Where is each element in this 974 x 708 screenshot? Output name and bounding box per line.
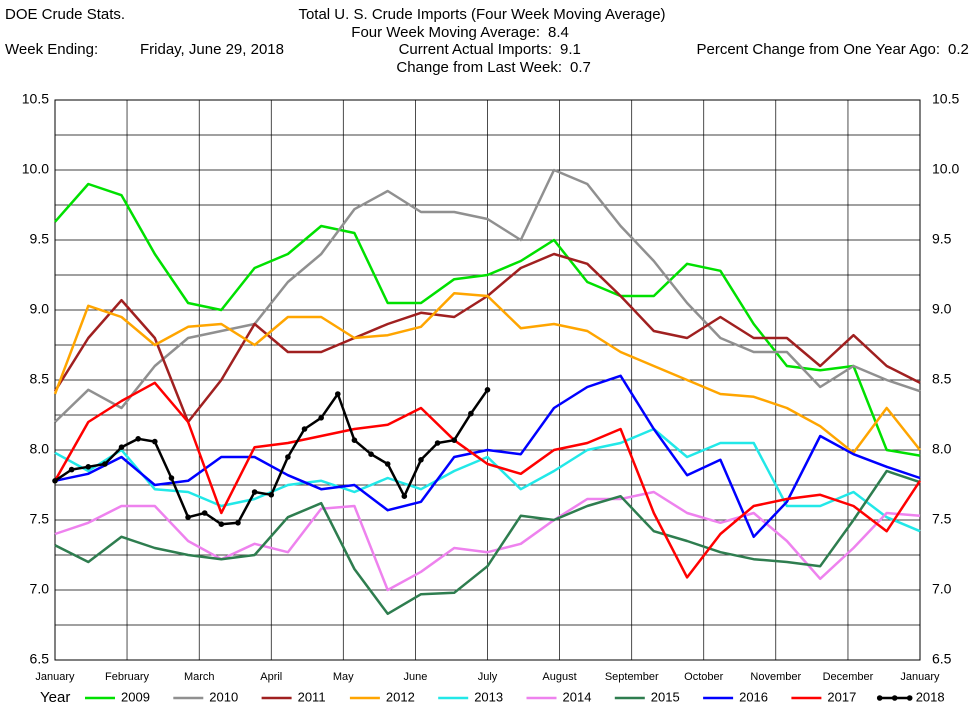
legend-label: 2018: [916, 689, 945, 704]
point: [68, 466, 75, 473]
x-tick-label: September: [605, 671, 659, 683]
legend-label: 2012: [386, 689, 415, 704]
y-tick-label: 10.5: [22, 91, 49, 107]
legend-label: 2009: [121, 689, 150, 704]
legend-label: 2010: [209, 689, 238, 704]
point: [434, 440, 441, 446]
y2-tick-label: 7.0: [932, 581, 952, 597]
stat-label: Four Week Moving Average:: [351, 24, 540, 41]
series-line: [53, 291, 921, 455]
x-tick-label: June: [404, 671, 428, 683]
y-tick-label: 6.5: [30, 651, 50, 667]
point: [85, 464, 92, 470]
series-line: [54, 374, 921, 539]
x-tick-label: January: [35, 671, 75, 683]
point: [318, 415, 324, 421]
y-tick-label: 8.5: [30, 371, 50, 387]
y-tick-label: 7.0: [30, 581, 50, 597]
plot-frame: [54, 99, 921, 661]
x-tick-label: October: [684, 671, 723, 683]
y2-tick-label: 9.5: [932, 231, 952, 247]
legend-marker: [876, 695, 883, 701]
series-line: [54, 427, 921, 533]
series-line: [54, 168, 921, 423]
point: [418, 457, 424, 463]
y-tick-label: 9.5: [30, 231, 50, 247]
y2-tick-label: 10.0: [932, 161, 959, 177]
x-tick-label: January: [900, 671, 940, 683]
stat-value: 9.1: [560, 41, 581, 58]
x-tick-label: March: [184, 671, 215, 683]
y-tick-label: 7.5: [30, 511, 50, 527]
x-tick-label: July: [478, 671, 498, 683]
point: [351, 437, 358, 444]
week-ending-label: Week Ending:: [5, 41, 98, 58]
series-line: [53, 381, 922, 579]
x-tick-label: April: [260, 671, 282, 683]
point: [201, 510, 208, 516]
y2-tick-label: 8.0: [932, 441, 952, 457]
y-tick-label: 10.0: [22, 161, 49, 177]
point: [135, 436, 141, 442]
point: [218, 521, 225, 527]
point: [451, 437, 458, 444]
point: [468, 410, 474, 417]
legend-label: 2011: [298, 689, 326, 704]
stat-value: 0.2: [948, 41, 969, 58]
legend-marker: [906, 695, 913, 701]
x-tick-label: August: [542, 671, 576, 683]
x-tick-label: November: [750, 671, 801, 683]
y2-tick-label: 10.5: [932, 91, 959, 107]
point: [285, 454, 291, 460]
point: [168, 475, 175, 481]
stat-value: 0.7: [570, 59, 591, 76]
week-ending: Friday, June 29, 2018: [140, 41, 284, 58]
point: [185, 514, 191, 520]
point: [301, 426, 308, 432]
legend-label: 2017: [827, 689, 856, 704]
legend-title: Year: [40, 689, 70, 706]
y2-tick-label: 8.5: [932, 371, 952, 387]
legend-label: 2016: [739, 689, 768, 704]
point: [401, 493, 408, 500]
stat-value: 8.4: [548, 24, 569, 41]
point: [102, 461, 108, 467]
point: [118, 444, 125, 451]
y2-tick-label: 6.5: [932, 651, 952, 667]
chart-title: Total U. S. Crude Imports (Four Week Mov…: [298, 6, 665, 23]
point: [484, 387, 491, 393]
point: [235, 520, 241, 526]
series-line: [54, 490, 921, 592]
legend-marker: [891, 695, 898, 701]
y-tick-label: 8.0: [30, 441, 50, 457]
y2-tick-label: 7.5: [932, 511, 952, 527]
y-tick-label: 9.0: [30, 301, 50, 317]
legend-label: 2014: [563, 689, 592, 704]
x-tick-label: February: [105, 671, 150, 683]
legend-label: 2013: [474, 689, 503, 704]
stat-label: Current Actual Imports:: [399, 41, 552, 58]
point: [52, 478, 58, 484]
point: [368, 451, 374, 458]
point: [334, 391, 341, 397]
point: [251, 489, 258, 495]
source: DOE Crude Stats.: [5, 6, 125, 23]
x-tick-label: December: [823, 671, 874, 683]
point: [384, 461, 391, 467]
point: [268, 492, 275, 498]
y2-tick-label: 9.0: [932, 301, 952, 317]
legend-label: 2015: [651, 689, 680, 704]
stat-label: Change from Last Week:: [396, 59, 562, 76]
point: [152, 438, 158, 445]
series-line: [54, 469, 921, 616]
stat-label: Percent Change from One Year Ago:: [697, 41, 941, 58]
x-tick-label: May: [333, 671, 354, 683]
